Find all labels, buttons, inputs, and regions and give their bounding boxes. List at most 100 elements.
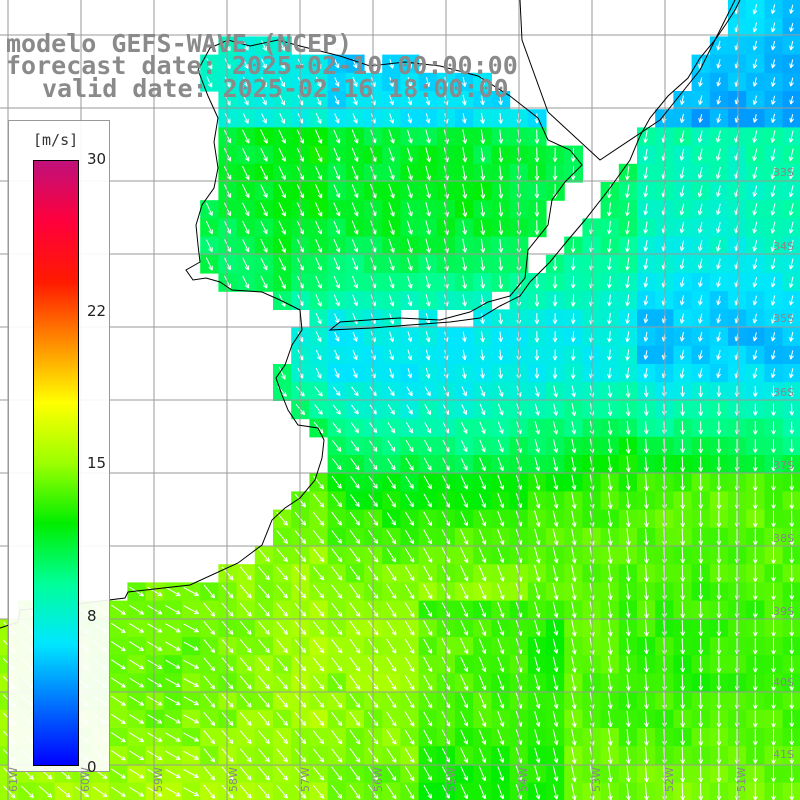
wind-arrow [460,602,468,618]
wind-arrow [276,748,288,763]
wind-arrow [404,602,415,618]
wind-arrow [203,766,216,781]
wind-arrow [480,367,485,379]
wind-arrow [312,693,325,708]
wind-arrow [698,583,704,600]
wind-arrow [552,784,559,800]
wind-arrow [239,712,252,726]
wind-arrow [498,95,503,106]
wind-arrow [752,710,758,728]
wind-arrow [478,602,487,618]
wind-arrow [789,601,795,619]
wind-arrow [571,438,577,454]
wind-arrow [644,546,649,564]
wind-arrow [352,77,358,87]
wind-arrow [497,766,505,781]
lat-label: 38S [773,532,794,545]
wind-arrow [203,639,216,654]
wind-arrow [478,692,487,709]
coastline-path [0,0,741,629]
wind-arrow [679,221,685,234]
wind-arrow [333,147,341,162]
wind-arrow [388,129,395,144]
wind-arrow [460,583,469,600]
wind-arrow [258,584,270,599]
wind-arrow [349,548,361,563]
wind-arrow [571,637,577,655]
wind-arrow [607,674,613,691]
wind-arrow [716,368,721,379]
wind-arrow [698,728,704,746]
wind-arrow [771,474,776,491]
wind-arrow [406,147,413,163]
wind-arrow [460,529,469,545]
wind-arrow [312,675,325,690]
wind-arrow [752,332,758,342]
wind-arrow [680,385,685,397]
wind-arrow [461,349,467,361]
wind-arrow [203,711,216,726]
wind-arrow [625,492,631,509]
wind-arrow [276,530,288,544]
wind-arrow [276,657,288,672]
wind-arrow [423,674,433,691]
wind-arrow [789,656,795,673]
wind-arrow [404,529,415,545]
wind-arrow [552,349,558,361]
wind-arrow [552,656,559,673]
wind-arrow [110,731,126,743]
lon-label: 55W [445,767,458,792]
wind-arrow [553,385,558,398]
wind-arrow [789,746,795,764]
wind-arrow [771,40,776,51]
wind-arrow [643,638,649,655]
wind-arrow [534,457,541,472]
wind-arrow [279,40,285,51]
wind-arrow [643,258,649,270]
wind-arrow [770,203,776,216]
wind-arrow [752,421,758,435]
wind-arrow [242,257,250,271]
wind-arrow [680,421,685,435]
wind-arrow [625,331,631,343]
wind-arrow [460,493,468,508]
wind-arrow [788,221,794,234]
wind-arrow [352,275,359,289]
wind-arrow [183,659,199,669]
wind-arrow [553,439,559,453]
wind-arrow [92,786,108,798]
wind-arrow [625,674,631,691]
wind-arrow [333,294,340,307]
wind-arrow [680,113,685,124]
wind-arrow [606,202,612,217]
wind-arrow [644,528,649,546]
wind-arrow [351,239,359,253]
lat-label: 34S [773,240,794,253]
wind-arrow [276,784,288,799]
wind-arrow [315,257,322,271]
wind-arrow [716,239,721,252]
wind-arrow [460,656,469,672]
wind-arrow [332,440,342,452]
wind-arrow [607,385,613,398]
wind-arrow [424,386,431,397]
wind-arrow [534,711,541,727]
wind-arrow [165,605,181,615]
wind-arrow [552,638,559,654]
wind-arrow [386,565,397,581]
wind-arrow [697,221,703,234]
wind-arrow [389,77,394,87]
wind-arrow [407,76,413,88]
lat-label: 36S [773,386,794,399]
wind-arrow [312,493,325,508]
wind-arrow [498,385,504,397]
wind-arrow [260,202,268,217]
wind-arrow [771,619,776,637]
wind-arrow [644,474,649,491]
wind-arrow [314,404,323,415]
wind-arrow [461,367,467,379]
wind-arrow [625,438,631,454]
wind-arrow [698,674,704,691]
wind-arrow [242,94,249,106]
